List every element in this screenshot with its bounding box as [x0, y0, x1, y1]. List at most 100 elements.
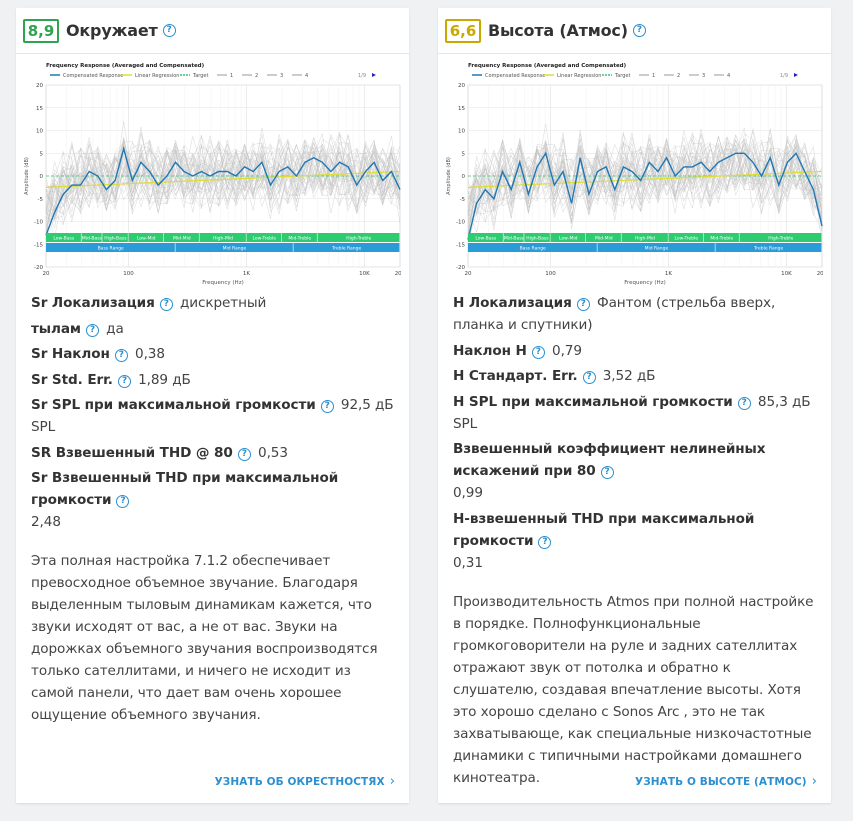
y-tick-label: -15: [34, 242, 43, 248]
param-value: 3,52 дБ: [602, 368, 656, 384]
band-top: [317, 233, 400, 242]
measurement-trace: [45, 143, 401, 219]
help-icon[interactable]: ?: [632, 24, 646, 37]
param-value: 0,31: [453, 554, 483, 571]
param-row: Sr Взвешенный THD при максимальной громк…: [31, 467, 394, 533]
legend-entry: 3: [280, 73, 283, 79]
y-tick-label: -5: [38, 197, 44, 203]
y-tick-label: 5: [40, 151, 44, 157]
help-icon[interactable]: ?: [237, 447, 251, 461]
y-tick-label: 15: [458, 106, 465, 112]
band-bottom: [175, 243, 293, 252]
measurement-trace: [467, 137, 823, 212]
frequency-response-graph: Frequency Response (Averaged and Compens…: [442, 59, 828, 286]
band-top-label: Low-Mid: [137, 236, 156, 242]
band-top-label: High-Bass: [526, 236, 549, 242]
legend-next-icon[interactable]: [794, 73, 798, 77]
measurement-trace: [45, 137, 401, 219]
band-top-label: Mid-Treble: [288, 236, 311, 242]
param-name: H Локализация: [453, 295, 572, 311]
band-top: [46, 233, 81, 242]
learn-more-link[interactable]: УЗНАТЬ ОБ ОКРЕСТНОСТЯХ ›: [215, 774, 395, 789]
param-list: H Локализация? Фантом (стрельба вверх, п…: [438, 285, 831, 574]
param-value: 0,99: [453, 485, 483, 501]
param-row: Sr Локализация? дискретный: [31, 292, 394, 314]
measurement-trace: [45, 142, 401, 209]
legend-entry: 1: [230, 73, 233, 79]
help-icon[interactable]: ?: [582, 371, 596, 384]
x-tick-label: 10K: [781, 271, 792, 277]
param-name: Sr Std. Err.: [31, 371, 113, 388]
learn-more-link[interactable]: УЗНАТЬ О ВЫСОТЕ (АТМОС) ›: [635, 774, 817, 789]
help-icon[interactable]: ?: [538, 535, 552, 549]
help-icon[interactable]: ?: [159, 298, 173, 311]
band-bottom: [293, 243, 400, 252]
measurement-trace: [45, 131, 401, 215]
band-bottom: [468, 243, 597, 252]
band-bottom: [46, 243, 175, 252]
band-top: [81, 233, 102, 242]
y-tick-label: -15: [456, 242, 465, 248]
help-icon[interactable]: ?: [600, 466, 614, 479]
band-top-label: Mid-Treble: [710, 236, 733, 242]
measurement-trace: [45, 137, 401, 225]
y-tick-label: -10: [34, 220, 43, 226]
help-icon[interactable]: ?: [576, 298, 590, 311]
param-name: Sr Локализация: [31, 295, 155, 311]
measurement-trace: [45, 139, 401, 221]
card-description: Производительность Atmos при полной наст…: [453, 593, 814, 786]
help-icon[interactable]: ?: [320, 400, 334, 413]
regression-line: [45, 170, 401, 188]
legend-entry: 4: [727, 73, 730, 79]
chevron-right-icon: ›: [389, 774, 395, 789]
param-row: H Локализация? Фантом (стрельба вверх, п…: [453, 292, 816, 336]
band-top-label: High-Treble: [768, 236, 793, 242]
card-header: 8,9 Окружает ?: [16, 8, 409, 54]
help-icon[interactable]: ?: [162, 24, 176, 37]
param-name: Наклон Н: [453, 342, 527, 359]
y-tick-label: 20: [458, 83, 465, 89]
param-name: тылам: [31, 320, 81, 337]
measurement-trace: [45, 149, 401, 203]
param-name: H-взвешенный THD при максимальной громко…: [453, 510, 755, 549]
band-top-label: Low-Mid: [559, 236, 578, 242]
param-row: Взвешенный коэффициент нелинейных искаже…: [453, 438, 816, 504]
chevron-right-icon: ›: [811, 774, 817, 789]
legend-next-icon[interactable]: [372, 73, 376, 77]
band-top: [102, 233, 128, 242]
measurement-trace: [467, 139, 823, 236]
band-bottom-label: Mid Range: [223, 246, 247, 252]
param-name: Взвешенный коэффициент нелинейных искаже…: [453, 441, 766, 479]
frequency-response-graph: Frequency Response (Averaged and Compens…: [20, 59, 406, 286]
param-value: 0,38: [135, 346, 165, 362]
y-tick-label: -20: [456, 265, 465, 271]
help-icon[interactable]: ?: [737, 396, 751, 410]
x-axis-label: Frequency (Hz): [624, 280, 665, 285]
band-top-label: High-Mid: [635, 236, 655, 242]
measurement-trace: [45, 142, 401, 211]
param-name: H SPL при максимальной громкости: [453, 393, 733, 410]
band-top: [282, 233, 317, 242]
param-name: H Стандарт. Err.: [453, 368, 578, 384]
param-value: 2,48: [31, 514, 61, 530]
band-bottom-label: Bass Range: [98, 246, 124, 252]
help-icon[interactable]: ?: [114, 349, 128, 362]
surround-card: 8,9 Окружает ? Frequency Response (Avera…: [16, 8, 409, 803]
help-icon[interactable]: ?: [85, 323, 99, 337]
param-value: Фантом (стрельба вверх, планка и спутник…: [453, 295, 776, 333]
y-tick-label: 5: [462, 151, 466, 157]
y-tick-label: 0: [462, 174, 466, 180]
help-icon[interactable]: ?: [117, 374, 131, 388]
param-name: Sr Взвешенный THD при максимальной громк…: [31, 470, 339, 508]
band-top: [704, 233, 739, 242]
band-top-label: Low-Bass: [475, 236, 497, 242]
band-top: [621, 233, 668, 242]
help-icon[interactable]: ?: [531, 345, 545, 359]
card-header: 6,6 Высота (Атмос) ?: [438, 8, 831, 54]
x-tick-label: 20: [465, 271, 472, 277]
param-value: 0,53: [258, 444, 288, 461]
band-bottom-label: Bass Range: [520, 246, 546, 252]
help-icon[interactable]: ?: [116, 495, 130, 508]
y-tick-label: 20: [36, 83, 43, 89]
band-top-label: High-Bass: [104, 236, 127, 242]
